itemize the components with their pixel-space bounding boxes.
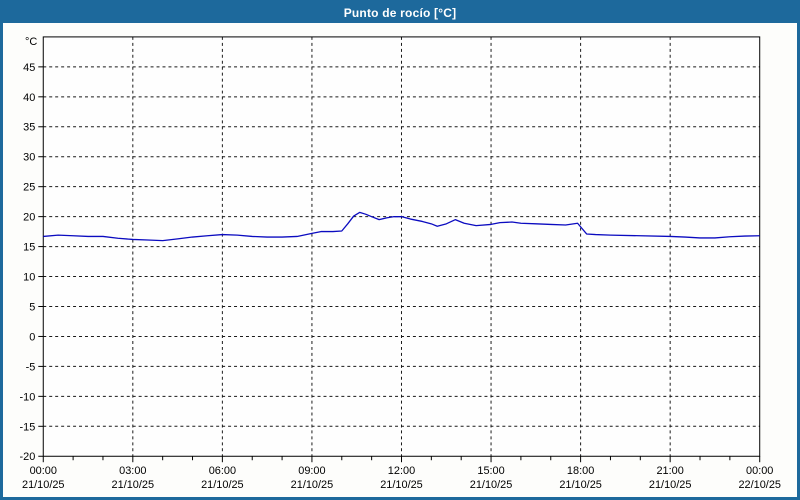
chart-title-bar: Punto de rocío [°C]: [3, 3, 797, 23]
x-tick-date-label: 21/10/25: [112, 479, 155, 491]
x-tick-date-label: 21/10/25: [649, 479, 692, 491]
chart-title: Punto de rocío [°C]: [343, 6, 457, 20]
x-tick-date-label: 22/10/25: [738, 479, 781, 491]
y-tick-label: 20: [23, 212, 35, 224]
x-tick-time-label: 12:00: [388, 465, 415, 477]
x-tick-time-label: 09:00: [298, 465, 325, 477]
plot-frame: [42, 36, 761, 457]
x-tick-time-label: 21:00: [656, 465, 683, 477]
y-tick-label: -10: [20, 391, 36, 403]
chart-area: -20 -15 -10 -5 0 5 10 15 20 25 30 35 40 45 °C 00:00 21/1…: [3, 23, 797, 497]
x-tick-time-label: 03:00: [119, 465, 146, 477]
y-tick-label: 25: [23, 182, 35, 194]
x-tick-time-label: 18:00: [567, 465, 594, 477]
x-tick-time-label: 00:00: [30, 465, 57, 477]
dew-point-series-line: [43, 211, 760, 242]
x-tick-time-label: 06:00: [209, 465, 236, 477]
y-tick-label: 30: [23, 152, 35, 164]
y-tick-label: 5: [29, 301, 35, 313]
y-tick-label: 0: [29, 331, 35, 343]
y-tick-label: -20: [20, 451, 36, 463]
y-tick-label: -5: [26, 361, 36, 373]
x-tick-date-label: 21/10/25: [380, 479, 423, 491]
dew-point-line-chart: -20 -15 -10 -5 0 5 10 15 20 25 30 35 40 45 °C 00:00 21/1…: [20, 36, 781, 491]
x-tick-date-label: 21/10/25: [22, 479, 65, 491]
y-tick-label: 15: [23, 242, 35, 254]
y-tick-label: 10: [23, 272, 35, 284]
x-tick-date-label: 21/10/25: [291, 479, 334, 491]
x-tick-time-label: 15:00: [477, 465, 504, 477]
x-tick-date-label: 21/10/25: [470, 479, 513, 491]
y-tick-label: 40: [23, 92, 35, 104]
y-tick-label: 35: [23, 122, 35, 134]
x-tick-date-label: 21/10/25: [201, 479, 244, 491]
y-tick-label: 45: [23, 62, 35, 74]
y-tick-label: -15: [20, 421, 36, 433]
x-tick-time-label: 00:00: [746, 465, 773, 477]
y-axis-unit-label: °C: [25, 36, 37, 48]
x-tick-date-label: 21/10/25: [559, 479, 602, 491]
